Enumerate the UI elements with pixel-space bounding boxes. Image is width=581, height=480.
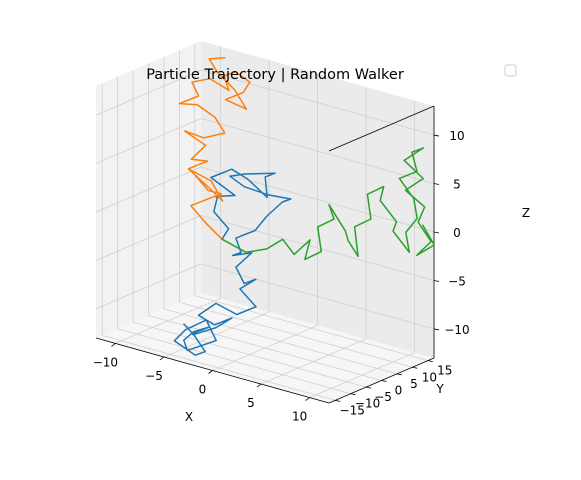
y-tick-mark	[381, 380, 387, 382]
y-grid-floor	[179, 301, 413, 368]
y-tick-mark	[412, 366, 418, 369]
chart-title: Particle Trajectory | Random Walker	[146, 67, 404, 83]
z-grid-back	[200, 118, 435, 184]
z-tick-mark	[433, 328, 440, 331]
trajectory-line-1	[173, 168, 292, 356]
y-grid-floor	[117, 328, 351, 395]
x-tick-mark	[256, 383, 262, 388]
z-tick-label: 0	[453, 226, 461, 240]
x-axis-label: X	[185, 410, 193, 424]
x-tick-mark	[208, 370, 213, 374]
y-tick-label: −15	[340, 403, 365, 417]
x-tick-label: 5	[247, 396, 255, 410]
y-tick-mark	[396, 373, 403, 376]
z-grid-left	[95, 69, 202, 116]
y-tick-mark	[427, 360, 433, 363]
z-axis-label: Z	[522, 206, 530, 220]
z-grid-left	[95, 166, 202, 213]
z-tick-mark	[433, 183, 440, 185]
z-tick-mark	[433, 134, 440, 137]
y-grid-floor	[132, 321, 367, 388]
z-grid-left	[95, 263, 202, 310]
y-tick-label: 15	[437, 364, 452, 378]
trajectory-line-2	[178, 56, 251, 240]
series-layer	[173, 56, 435, 356]
z-grid-back	[200, 69, 435, 136]
x-tick-label: 0	[199, 383, 207, 397]
y-tick-label: 5	[410, 377, 418, 391]
x-tick-label: −5	[145, 369, 163, 383]
z-grid-left	[95, 118, 202, 164]
z-axis-line-top	[328, 105, 435, 152]
y-tick-mark	[350, 393, 356, 396]
legend-box	[504, 64, 517, 77]
trajectory-line-3	[221, 147, 435, 261]
y-tick-label: 10	[422, 370, 437, 384]
z-tick-label: −10	[444, 323, 469, 337]
y-tick-label: 0	[395, 384, 403, 398]
axes-panes	[96, 41, 434, 403]
z-grid-back	[200, 215, 435, 281]
x-tick-mark	[305, 397, 310, 401]
y-grid-floor	[194, 295, 428, 361]
y-grid-floor	[102, 335, 336, 401]
y-tick-label: −5	[374, 390, 392, 404]
y-tick-mark	[365, 386, 372, 389]
y-axis-label: Y	[435, 382, 444, 396]
x-tick-mark	[111, 343, 116, 347]
y-tick-mark	[335, 399, 341, 402]
z-grid-left	[95, 215, 202, 261]
z-tick-mark	[433, 231, 440, 234]
x-tick-mark	[159, 356, 165, 361]
y-grid-floor	[148, 315, 382, 381]
grid-lines	[95, 43, 435, 401]
z-tick-label: 5	[453, 178, 461, 192]
y-grid-floor	[163, 308, 398, 375]
x-tick-label: −10	[93, 355, 118, 369]
z-tick-label: 10	[449, 129, 464, 143]
x-tick-label: 10	[292, 410, 307, 424]
z-tick-label: −5	[448, 275, 466, 289]
y-tick-label: −10	[355, 397, 380, 411]
z-tick-mark	[433, 280, 440, 282]
